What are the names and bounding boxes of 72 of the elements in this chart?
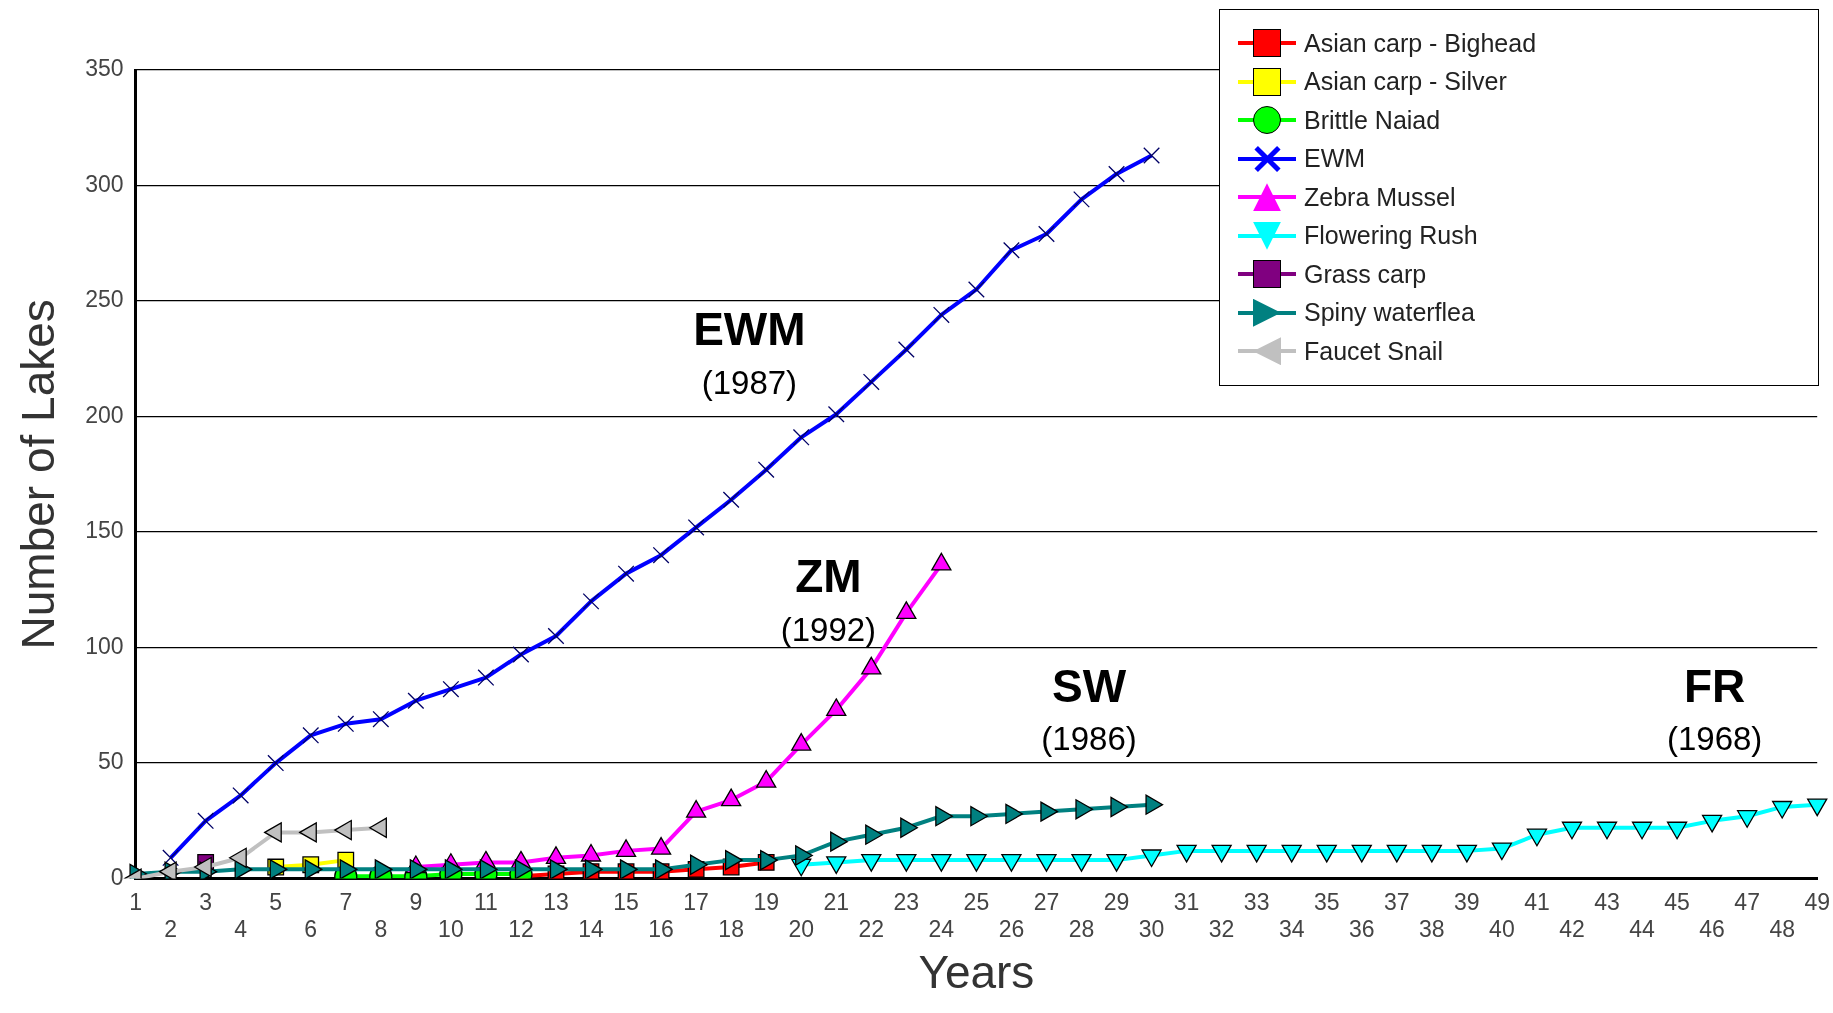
annotation: FR (1968): [1666, 660, 1763, 758]
x-tick-label: 26: [998, 916, 1025, 943]
annotation: SW (1986): [1041, 660, 1137, 758]
x-tick-label: 22: [858, 916, 885, 943]
x-tick-label: 20: [788, 916, 815, 943]
x-tick-label: 7: [339, 888, 353, 915]
x-tick-label: 2: [164, 916, 178, 943]
x-tick-label: 23: [893, 888, 920, 915]
x-tick-label: 42: [1559, 916, 1585, 943]
x-tick-label: 33: [1243, 888, 1270, 915]
x-tick-label: 36: [1348, 916, 1375, 943]
x-tick-label: 47: [1734, 888, 1760, 915]
legend-label: Asian carp - Silver: [1304, 67, 1507, 97]
x-tick-label: 1: [129, 888, 142, 915]
legend-label: Zebra Mussel: [1304, 182, 1456, 212]
y-tick-label: 200: [85, 401, 124, 428]
x-tick-label: 32: [1208, 916, 1235, 943]
legend-label: Faucet Snail: [1304, 336, 1443, 366]
x-tick-label: 9: [409, 888, 423, 915]
x-tick-label: 27: [1033, 888, 1060, 915]
x-tick-label: 10: [438, 916, 464, 943]
x-tick-label: 46: [1699, 916, 1725, 943]
y-tick-label: 250: [85, 286, 124, 313]
x-tick-label: 41: [1524, 888, 1550, 915]
x-tick-label: 34: [1278, 916, 1305, 943]
y-tick-label: 300: [85, 170, 124, 197]
x-tick-label: 31: [1173, 888, 1200, 915]
y-tick-label: 350: [85, 55, 124, 82]
x-tick-label: 19: [753, 888, 779, 915]
annotation: EWM (1987): [693, 303, 806, 401]
x-tick-label: 40: [1489, 916, 1515, 943]
x-tick-label: 25: [963, 888, 990, 915]
x-tick-label: 44: [1629, 916, 1656, 943]
x-tick-label: 29: [1103, 888, 1130, 915]
x-tick-label: 17: [683, 888, 709, 915]
x-tick-label: 49: [1804, 888, 1831, 915]
y-tick-label: 150: [85, 517, 124, 544]
annotation: ZM (1992): [780, 550, 877, 648]
y-tick-label: 0: [110, 863, 124, 890]
y-tick-label: 50: [97, 748, 124, 775]
x-tick-label: 15: [613, 888, 639, 915]
x-tick-label: 37: [1384, 888, 1410, 915]
x-tick-label: 24: [928, 916, 955, 943]
x-tick-label: 3: [199, 888, 213, 915]
x-tick-label: 43: [1594, 888, 1620, 915]
x-tick-label: 8: [374, 916, 388, 943]
x-tick-label: 4: [234, 916, 248, 943]
legend-label: Brittle Naiad: [1304, 105, 1441, 135]
x-tick-label: 38: [1419, 916, 1445, 943]
x-tick-label: 11: [473, 888, 498, 915]
x-tick-label: 14: [578, 916, 605, 943]
x-tick-label: 18: [718, 916, 744, 943]
x-tick-label: 13: [543, 888, 569, 915]
legend-label: Asian carp - Bighead: [1304, 28, 1537, 58]
x-tick-label: 30: [1138, 916, 1165, 943]
x-axis-title: Years: [918, 946, 1035, 999]
y-tick-label: 100: [85, 632, 124, 659]
legend-label: EWM: [1304, 144, 1366, 174]
legend-label: Grass carp: [1304, 259, 1427, 289]
legend-label: Spiny waterflea: [1304, 298, 1475, 328]
x-tick-label: 45: [1664, 888, 1690, 915]
x-tick-label: 39: [1454, 888, 1480, 915]
x-tick-label: 5: [269, 888, 283, 915]
x-tick-label: 28: [1068, 916, 1095, 943]
x-tick-label: 35: [1313, 888, 1340, 915]
y-axis-title: Number of Lakes: [12, 299, 65, 650]
x-tick-label: 12: [508, 916, 534, 943]
x-tick-label: 6: [304, 916, 318, 943]
x-tick-label: 16: [648, 916, 674, 943]
x-tick-label: 21: [823, 888, 850, 915]
legend-label: Flowering Rush: [1304, 221, 1478, 251]
x-tick-label: 48: [1769, 916, 1795, 943]
